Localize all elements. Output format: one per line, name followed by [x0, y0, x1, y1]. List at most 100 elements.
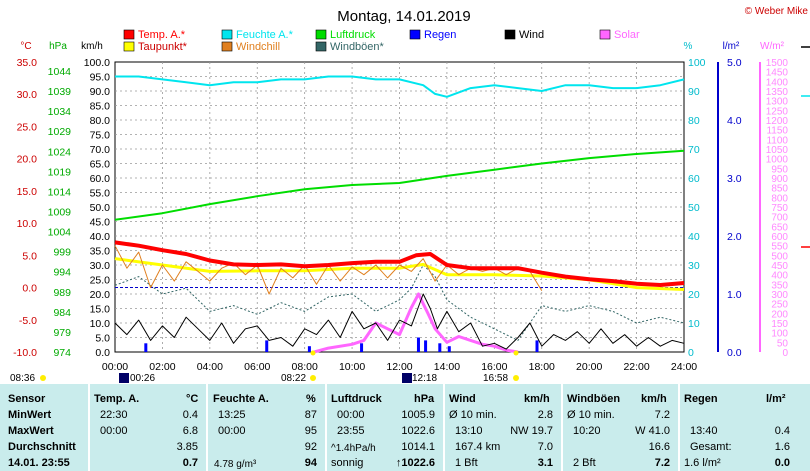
axis-labels: 35.0 30.0 25.0 20.0 15.0 10.0 5.0 0.0 -5.0 -10.0 1…: [13, 46, 810, 373]
rain-tick-label: 4.0: [727, 115, 742, 127]
rain-header: Regen: [684, 393, 718, 405]
hpa-tick-label: 1014: [48, 186, 72, 198]
temp-tick-label: 15.0: [17, 186, 38, 198]
rain-axis-unit: l/m²: [723, 41, 740, 52]
rain-total-value: 1.6: [774, 441, 790, 453]
gust-header: Windböen: [567, 393, 621, 405]
humidity-min-value: 87: [304, 409, 317, 421]
sunset-time: 16:58: [483, 373, 508, 384]
hpa-tick-label: 1004: [48, 227, 72, 239]
moonrise-time: 00:26: [130, 373, 155, 384]
solar-tick-label: 1050: [766, 145, 789, 156]
kmh-tick-label: 90.0: [90, 86, 111, 98]
hpa-tick-label: 1039: [48, 86, 72, 98]
pct-tick-label: 50: [688, 202, 700, 214]
solar-tick-label: 1000: [766, 155, 789, 166]
sun-icon: [310, 375, 316, 381]
rain-tick-label: 3.0: [727, 173, 742, 185]
gust-beaufort: 2 Bft: [573, 457, 596, 469]
summary-table: Sensor MinWert MaxWert Durchschnitt 14.0…: [0, 384, 810, 471]
chart-grid: [114, 61, 685, 353]
solar-axis-unit: W/m²: [760, 41, 785, 52]
temp-max-time: 00:00: [100, 425, 128, 437]
solar-tick-label: 650: [771, 222, 788, 233]
rain-unit: l/m²: [766, 393, 786, 405]
humidity-avg-value: 92: [304, 441, 317, 453]
solar-tick-label: 1400: [766, 77, 789, 88]
hpa-tick-label: 1024: [48, 146, 72, 158]
solar-tick-label: 200: [771, 309, 788, 320]
x-tick-label: 12:00: [386, 361, 412, 373]
moon-icon: [119, 373, 129, 383]
legend-swatch: [315, 29, 327, 40]
wind-current-value: 3.1: [537, 457, 553, 469]
series-luftdruck: [114, 149, 685, 221]
gust-day-avg: 16.6: [648, 441, 670, 453]
temp-header: Temp. A.: [94, 393, 140, 405]
humidity-absolute: 4.78 g/m³: [214, 459, 257, 470]
x-tick-label: 18:00: [529, 361, 555, 373]
solar-tick-label: 100: [771, 329, 788, 340]
kmh-tick-label: 5.0: [95, 333, 110, 345]
sun-times: 08:36 00:26 08:22 12:18 16:58: [10, 350, 519, 384]
rain-current-value: 0.0: [774, 457, 790, 469]
pct-tick-label: 60: [688, 173, 700, 185]
hpa-tick-label: 979: [53, 327, 71, 339]
legend-label: Taupunkt*: [138, 41, 188, 53]
x-tick-label: 06:00: [244, 361, 270, 373]
wind-header: Wind: [449, 393, 476, 405]
pressure-min-value: 1005.9: [401, 409, 435, 421]
rain-bar: [535, 340, 539, 352]
rain-bar: [447, 346, 451, 352]
moon-icon: [402, 373, 412, 383]
min-row-label: MinWert: [8, 409, 52, 421]
series-line: [115, 75, 685, 98]
pct-tick-label: 20: [688, 289, 700, 301]
solar-tick-label: 1350: [766, 87, 789, 98]
chart-title: Montag, 14.01.2019: [337, 8, 470, 25]
solar-tick-label: 750: [771, 203, 788, 214]
legend-label: Feuchte A.*: [236, 29, 294, 41]
kmh-tick-label: 20.0: [90, 289, 111, 301]
wind-max-value: NW 19.7: [510, 425, 553, 437]
x-tick-label: 20:00: [576, 361, 602, 373]
rain-bar: [424, 340, 428, 352]
current-date: 14.01. 23:55: [8, 457, 70, 469]
temp-tick-label: 5.0: [22, 250, 37, 262]
pct-tick-label: 70: [688, 144, 700, 156]
hpa-tick-label: 974: [53, 347, 71, 359]
sun-icon: [40, 375, 46, 381]
x-tick-label: 08:00: [292, 361, 318, 373]
solar-tick-label: 600: [771, 232, 788, 243]
x-tick-label: 22:00: [623, 361, 649, 373]
wind-unit: km/h: [524, 393, 550, 405]
pct-axis-unit: %: [684, 41, 693, 52]
solar-tick-label: 800: [771, 193, 788, 204]
humidity-header: Feuchte A.: [213, 393, 269, 405]
kmh-tick-label: 55.0: [90, 188, 111, 200]
kmh-axis-unit: km/h: [81, 41, 103, 52]
rain-tick-label: 1.0: [727, 289, 742, 301]
gust-avg-value: 7.2: [654, 409, 670, 421]
hpa-tick-label: 1034: [48, 106, 72, 118]
legend-swatch: [409, 29, 421, 40]
rain-max-value: 0.4: [774, 425, 790, 437]
solar-tick-label: 400: [771, 271, 788, 282]
temp-tick-label: -10.0: [13, 347, 37, 359]
legend-label: Windchill: [236, 41, 280, 53]
rain-day-total: 1.6 l/m²: [684, 457, 721, 469]
kmh-tick-label: 100.0: [84, 57, 110, 69]
gust-avg-label: Ø 10 min.: [567, 409, 615, 421]
kmh-tick-label: 45.0: [90, 217, 111, 229]
kmh-tick-label: 95.0: [90, 72, 111, 84]
weather-forecast: sonnig: [331, 457, 364, 469]
temp-current-value: 0.7: [182, 457, 198, 469]
x-tick-label: 02:00: [149, 361, 175, 373]
pct-tick-label: 80: [688, 115, 700, 127]
sun-icon: [513, 375, 519, 381]
solar-tick-label: 50: [777, 338, 789, 349]
sensor-header: Sensor: [8, 393, 46, 405]
legend-swatch: [599, 29, 611, 40]
temp-axis-unit: °C: [20, 41, 31, 52]
dawn-time: 08:36: [10, 373, 35, 384]
